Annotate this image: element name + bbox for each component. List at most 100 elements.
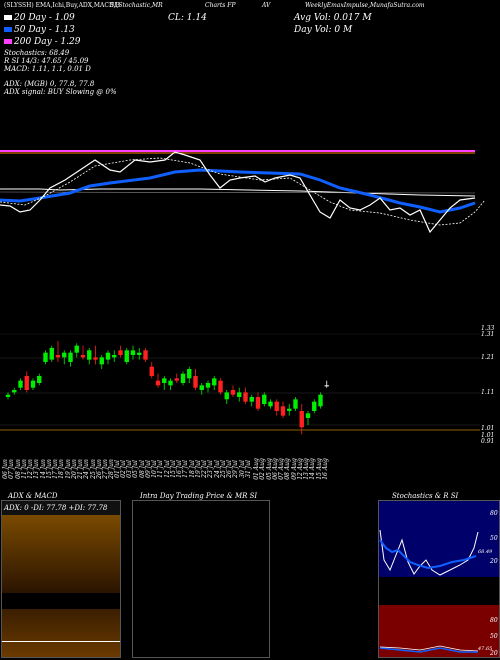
candlestick-series — [5, 341, 329, 435]
si-axis-label: 20 — [490, 650, 498, 657]
candle-body — [149, 366, 154, 376]
stoch-axis-label: 80 — [490, 510, 498, 517]
ema-50-line — [0, 168, 476, 214]
candle-body — [155, 380, 161, 386]
stochastics-readout: Stochastics: 68.49 — [4, 49, 70, 57]
si-axis-label: 50 — [490, 633, 498, 640]
candle-body — [243, 392, 248, 402]
candle-body — [299, 411, 304, 428]
macd-readout: MACD: 1.11, 1.1, 0.01 D — [4, 65, 91, 73]
candle-body — [193, 376, 198, 388]
main-chart — [0, 150, 486, 435]
candle-body — [318, 394, 323, 407]
ichimoku-lower-line — [0, 191, 476, 194]
candle-body — [249, 397, 254, 402]
adx-signal-readout: ADX signal: BUY Slowing @ 0% — [4, 88, 117, 96]
candle-body — [199, 385, 204, 390]
candle-body — [224, 392, 229, 400]
candle-body — [130, 350, 136, 355]
candle-body — [24, 376, 29, 390]
adx-readout: ADX: (MGB) 0, 77.8, 77.8 — [4, 80, 95, 88]
candle-body — [37, 376, 42, 383]
candle-body — [5, 394, 11, 397]
candle-body — [255, 397, 261, 409]
candle-body — [274, 401, 279, 411]
chart-title-3: Charts FP — [205, 2, 236, 9]
candle-body — [74, 345, 79, 353]
ema-50-legend: 50 Day - 1.13 — [4, 25, 75, 35]
chart-title-4: AV — [262, 2, 271, 9]
candle-body — [305, 413, 311, 418]
adx-panel: ADX: 0 -DI: 77.78 +DI: 77.78 — [1, 500, 121, 658]
candle-body — [174, 378, 179, 381]
candle-body — [287, 408, 292, 411]
candle-body — [43, 352, 48, 362]
day-vol-label: Day Vol: 0 M — [294, 25, 353, 35]
date-label: 31 Jul — [244, 460, 252, 478]
price-axis-label: 1.31 — [481, 331, 495, 338]
adx-legend: ADX: 0 -DI: 77.78 +DI: 77.78 — [4, 504, 108, 512]
candle-body — [30, 380, 36, 388]
price-axis-label: 1.21 — [481, 354, 495, 361]
candle-body — [18, 380, 23, 388]
candle-body — [205, 383, 211, 388]
stochastic-panel-title: Stochastics & R SI — [392, 492, 459, 500]
candle-body — [93, 357, 98, 360]
close-price-label: CL: 1.14 — [168, 13, 207, 23]
candle-body — [137, 352, 142, 355]
candle-body — [268, 401, 273, 407]
candle-body — [280, 406, 286, 416]
candle-body — [218, 380, 223, 393]
ichimoku-upper-line — [0, 188, 476, 197]
candle-body — [124, 350, 129, 362]
candle-body — [162, 378, 167, 383]
price-axis-label: 1.11 — [481, 389, 495, 396]
avg-vol-label: Avg Vol: 0.017 M — [294, 13, 372, 23]
chart-title-2: SI,Stochastic,MR — [110, 2, 163, 9]
chart-title: (SLYSSH) EMA,Ichi,Buy,ADX,MACD,B — [4, 2, 120, 9]
stoch-axis-label: 20 — [490, 558, 498, 565]
intraday-panel-title: Intra Day Trading Price & MR SI — [140, 492, 258, 500]
candle-body — [168, 380, 173, 386]
candle-body — [12, 390, 17, 393]
stochastic-panel — [378, 500, 500, 658]
si-value: 47.65 — [478, 646, 493, 652]
candle-body — [99, 357, 104, 365]
price-axis-label: 0.91 — [481, 438, 495, 445]
candle-body — [180, 373, 186, 383]
candle-body — [230, 390, 236, 395]
ema-20-line — [0, 157, 486, 226]
price-axis-label: 1.01 — [481, 432, 495, 439]
adx-panel-title: ADX & MACD — [8, 492, 58, 500]
stoch-value: 68.49 — [478, 549, 493, 555]
si-axis-label: 80 — [490, 617, 498, 624]
chart-title-5: WeeklyEmaxImpulse,MunafaSutra.com — [305, 2, 425, 9]
candle-body — [293, 399, 298, 409]
candle-body — [237, 392, 242, 397]
stochastic-price-line — [0, 151, 476, 234]
candle-body — [212, 378, 217, 386]
candle-body — [118, 350, 123, 355]
candle-body — [87, 350, 92, 360]
candle-body — [262, 394, 267, 404]
stoch-axis-label: 50 — [490, 535, 498, 542]
ema-panel — [0, 150, 486, 234]
candle-body — [55, 355, 61, 358]
candle-body — [49, 348, 54, 360]
candle-body — [62, 352, 67, 358]
si-readout: R SI 14/3: 47.65 / 45.09 — [4, 57, 89, 65]
price-axis-label: 1.01 — [481, 425, 495, 432]
ema-20-legend: 20 Day - 1.09 — [4, 13, 75, 23]
intraday-panel — [132, 500, 270, 658]
candle-body — [105, 352, 111, 360]
candle-body — [112, 355, 117, 358]
candle-body — [187, 369, 192, 379]
candle-body — [324, 385, 329, 387]
candle-body — [80, 355, 86, 358]
date-label: 16 Aug — [321, 458, 329, 480]
candle-body — [68, 352, 73, 362]
price-axis-label: 1.33 — [481, 325, 495, 332]
ema-200-legend: 200 Day - 1.29 — [4, 37, 81, 47]
candle-body — [143, 350, 148, 360]
candle-body — [312, 401, 317, 411]
